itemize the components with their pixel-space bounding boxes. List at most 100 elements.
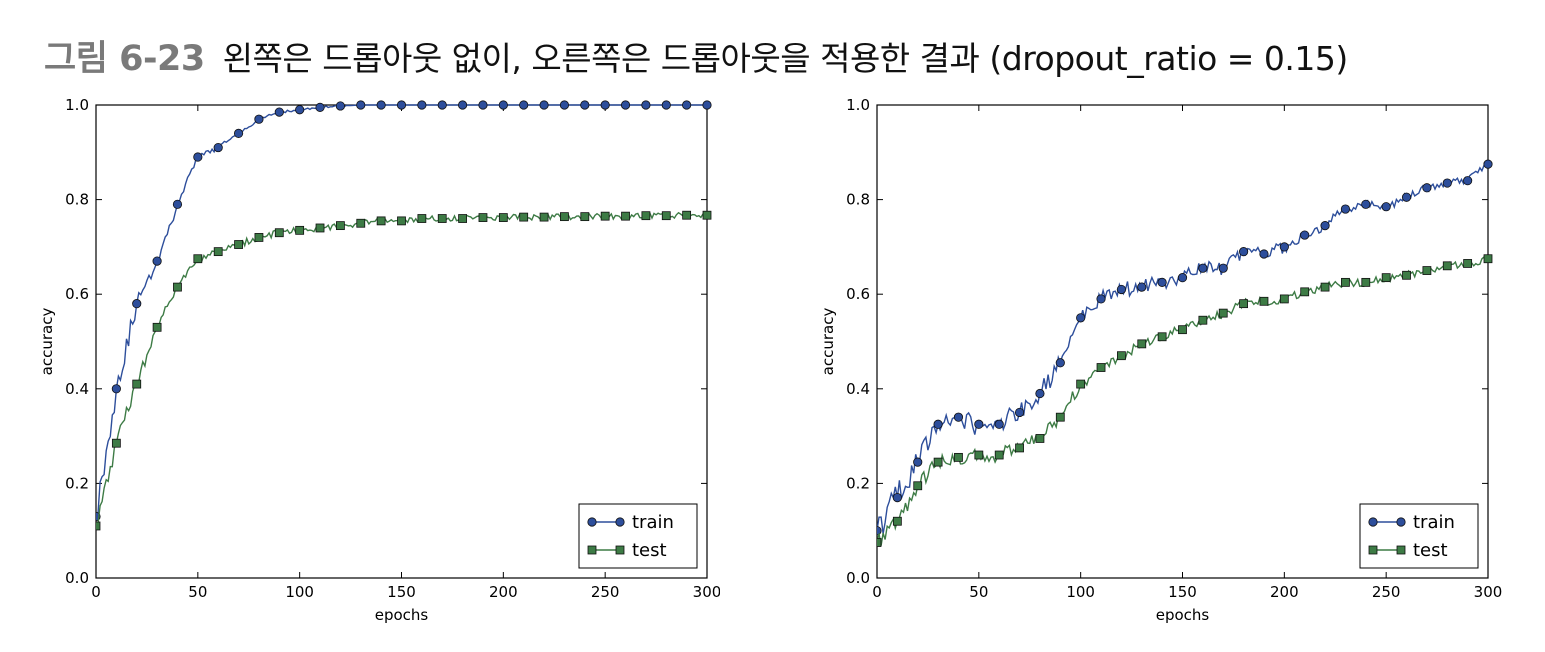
train-point xyxy=(892,492,902,503)
test-point xyxy=(1361,277,1371,287)
test-point xyxy=(1300,287,1310,297)
train-point xyxy=(152,256,162,266)
train-point xyxy=(1401,192,1412,202)
y-tick-label: 0.6 xyxy=(846,285,870,303)
test-point xyxy=(1218,308,1228,318)
train-point xyxy=(1157,277,1167,287)
legend: train test xyxy=(1359,503,1479,569)
test-point xyxy=(213,247,223,257)
series-line-test xyxy=(96,211,708,527)
x-tick-label: 200 xyxy=(1270,583,1299,601)
y-tick-label: 0.8 xyxy=(846,191,870,209)
test-point xyxy=(1442,261,1452,271)
test-point xyxy=(974,450,984,460)
test-point xyxy=(1096,363,1106,372)
train-point xyxy=(437,100,447,110)
test-point xyxy=(600,211,610,221)
train-point xyxy=(1055,358,1065,368)
legend-label-train: train xyxy=(632,512,674,533)
test-point xyxy=(877,538,882,547)
y-tick-label: 0.2 xyxy=(65,474,89,492)
legend-box xyxy=(1359,503,1479,569)
train-point xyxy=(994,419,1004,429)
figure-caption: 그림 6-23 왼쪽은 드롭아웃 없이, 오른쪽은 드롭아웃을 적용한 결과 (d… xyxy=(44,30,1348,86)
train-point xyxy=(1300,230,1310,240)
y-tick-label: 0.4 xyxy=(65,380,89,398)
series-line-train xyxy=(877,163,1489,534)
legend-box xyxy=(578,503,698,569)
figure-number: 그림 6-23 xyxy=(44,39,205,79)
legend-marker-test xyxy=(615,545,625,555)
test-point xyxy=(1402,270,1411,280)
train-point xyxy=(478,100,488,110)
x-tick-label: 0 xyxy=(91,583,101,601)
figure-title: 왼쪽은 드롭아웃 없이, 오른쪽은 드롭아웃을 적용한 결과 (dropout_… xyxy=(222,39,1349,78)
train-point xyxy=(1137,282,1147,292)
test-point xyxy=(933,457,943,467)
test-point xyxy=(458,214,468,223)
train-point xyxy=(1076,313,1086,323)
test-point xyxy=(1341,277,1350,287)
train-point xyxy=(682,100,692,110)
x-tick-label: 250 xyxy=(591,583,620,601)
test-point xyxy=(1259,296,1269,306)
train-point xyxy=(1442,178,1452,188)
train-point xyxy=(933,419,943,429)
x-tick-label: 50 xyxy=(188,583,207,601)
test-point xyxy=(315,223,325,233)
test-point xyxy=(954,452,963,462)
train-point xyxy=(172,199,183,209)
test-point xyxy=(417,214,427,223)
train-point xyxy=(111,384,121,394)
y-axis-label: accuracy xyxy=(819,308,837,376)
y-tick-label: 0.8 xyxy=(65,191,89,209)
test-point xyxy=(702,210,712,220)
test-point xyxy=(152,322,162,332)
test-point xyxy=(96,521,101,531)
legend-marker-train xyxy=(1396,517,1406,527)
train-point xyxy=(661,100,671,110)
test-point xyxy=(193,254,203,264)
legend-marker-test xyxy=(587,545,597,555)
y-tick-label: 0.6 xyxy=(65,285,89,303)
train-point xyxy=(953,412,964,422)
series-test xyxy=(96,210,712,531)
x-tick-label: 100 xyxy=(1066,583,1095,601)
train-point xyxy=(913,457,923,467)
test-point xyxy=(1279,294,1289,304)
x-tick-label: 0 xyxy=(872,583,882,601)
test-point xyxy=(234,240,243,249)
test-point xyxy=(356,218,366,228)
train-point xyxy=(1463,176,1473,186)
test-point xyxy=(682,210,692,220)
train-point xyxy=(356,100,366,110)
legend-marker-train xyxy=(615,517,625,527)
train-point xyxy=(877,526,882,536)
series-line-train xyxy=(96,104,707,517)
train-point xyxy=(132,299,142,309)
train-point xyxy=(1279,242,1289,252)
test-point xyxy=(1178,325,1187,335)
train-point xyxy=(274,107,284,117)
train-point xyxy=(1361,199,1371,209)
train-point xyxy=(1238,247,1249,257)
y-tick-label: 0.2 xyxy=(846,474,870,492)
train-point xyxy=(559,100,570,110)
train-point xyxy=(1259,249,1269,259)
x-tick-label: 150 xyxy=(1168,583,1197,601)
train-point xyxy=(498,100,508,110)
y-tick-label: 1.0 xyxy=(65,96,89,114)
train-point xyxy=(1177,273,1188,283)
train-point xyxy=(1116,284,1126,295)
y-tick-label: 0.4 xyxy=(846,380,870,398)
y-tick-label: 0.0 xyxy=(65,569,89,587)
x-axis-label: epochs xyxy=(375,606,429,624)
test-point xyxy=(111,438,121,448)
chart-without-dropout: 0 50 100 150 200 250 300 0.0 0.2 0.4 0.6 0.8 1.0 epoc… xyxy=(38,96,720,624)
train-point xyxy=(1381,202,1391,212)
series-test xyxy=(877,254,1493,547)
test-point xyxy=(1076,379,1086,389)
test-point xyxy=(661,211,671,221)
train-point xyxy=(193,152,203,162)
test-point xyxy=(1381,273,1391,283)
